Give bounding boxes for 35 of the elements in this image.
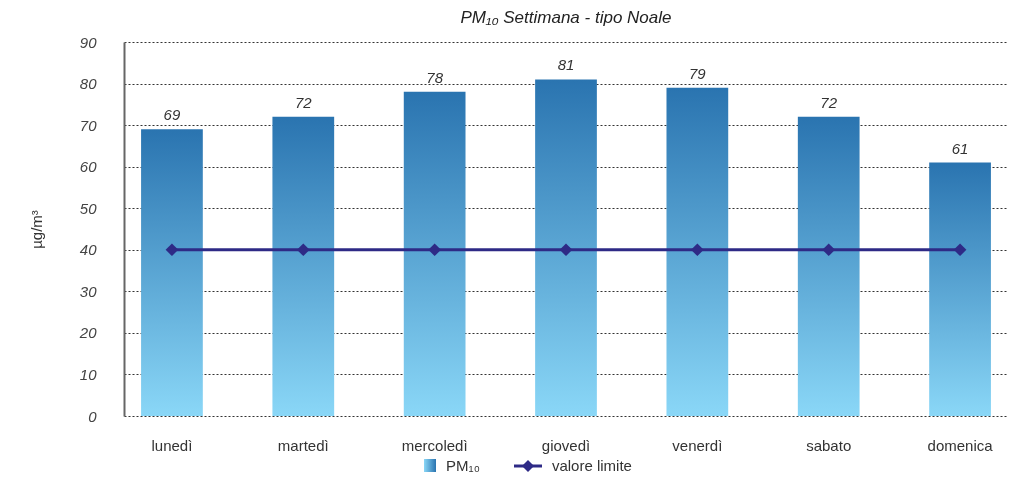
- bar: [535, 79, 597, 416]
- x-tick-label: martedì: [277, 436, 329, 454]
- y-axis-title: µg/m³: [27, 210, 45, 249]
- y-tick-label: 70: [79, 116, 98, 134]
- y-tick-label: 0: [88, 407, 98, 425]
- legend-label: valore limite: [551, 457, 632, 474]
- x-tick-label: venerdì: [672, 436, 723, 454]
- chart-title: PM₁₀ Settimana - tipo Noale: [460, 8, 672, 27]
- data-label: 72: [294, 93, 313, 111]
- y-tick-label: 20: [78, 324, 98, 342]
- legend-label: PM₁₀: [446, 457, 480, 474]
- y-tick-label: 60: [79, 158, 98, 176]
- data-label: 69: [163, 106, 181, 124]
- x-tick-label: domenica: [927, 436, 994, 454]
- data-label: 78: [426, 68, 444, 86]
- bar: [141, 129, 203, 416]
- y-tick-label: 30: [79, 282, 98, 300]
- bar: [666, 87, 729, 416]
- data-label: 61: [951, 139, 969, 157]
- y-tick-label: 10: [79, 365, 98, 383]
- bar: [797, 116, 860, 416]
- y-tick-label: 50: [79, 199, 98, 217]
- x-tick-label: lunedì: [151, 436, 193, 454]
- data-label: 81: [557, 56, 575, 74]
- bar: [929, 162, 991, 416]
- x-tick-label: mercoledì: [401, 436, 468, 454]
- bar: [403, 91, 466, 416]
- y-tick-label: 80: [79, 75, 98, 93]
- y-tick-label: 40: [79, 241, 98, 259]
- y-tick-label: 90: [79, 33, 98, 51]
- x-tick-label: sabato: [806, 436, 852, 454]
- bar: [272, 116, 335, 416]
- x-tick-label: giovedì: [541, 436, 591, 454]
- data-label: 79: [689, 64, 707, 82]
- data-label: 72: [820, 93, 838, 111]
